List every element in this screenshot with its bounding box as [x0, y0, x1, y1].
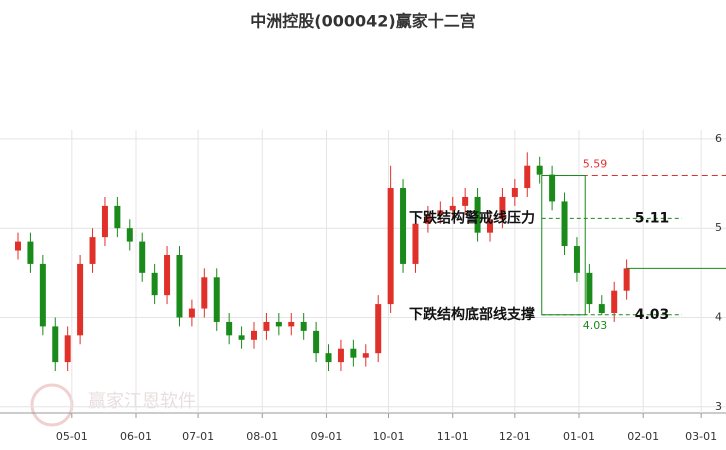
watermark-logo [30, 383, 74, 427]
candle-body [89, 237, 96, 264]
candle-body [164, 254, 171, 296]
candle-body [561, 201, 568, 247]
candle-body [499, 196, 506, 220]
level-text: 下跌结构警戒线压力 [409, 209, 535, 226]
candle-body [251, 330, 257, 340]
level-value: 5.11 [635, 210, 670, 226]
x-tick-label: 05-01 [56, 430, 88, 443]
candle-body [139, 241, 146, 273]
candle-body [350, 348, 357, 358]
candle-body [524, 165, 531, 189]
candle-body [375, 304, 382, 354]
candle-body [213, 277, 220, 322]
candle-body [337, 348, 344, 363]
candle-body [52, 326, 59, 363]
candle-body [437, 210, 444, 215]
box-low-label: 4.03 [583, 319, 608, 332]
candle-body [275, 321, 282, 327]
candle-body [611, 290, 618, 314]
candle-body [623, 268, 630, 291]
x-tick-label: 08-01 [246, 430, 278, 443]
x-tick-label: 06-01 [120, 430, 152, 443]
candle-body [536, 165, 543, 175]
candle-body [511, 188, 518, 197]
candle-body [474, 196, 481, 233]
y-tick-label: 4 [715, 310, 722, 323]
level-text: 下跌结构底部线支撑 [409, 306, 535, 323]
candle-body [201, 277, 208, 309]
candle-body [77, 263, 84, 336]
candle-body [15, 241, 21, 251]
candle-body [487, 219, 493, 233]
y-tick-label: 3 [715, 400, 722, 413]
level-value: 4.03 [635, 307, 670, 323]
candle-body [586, 272, 593, 305]
candle-body [64, 335, 71, 363]
candle-body [325, 353, 332, 363]
y-tick-label: 6 [715, 132, 722, 145]
candle-body [39, 263, 46, 327]
candle-body [362, 353, 369, 358]
candle-body [176, 254, 183, 318]
candle-body [114, 205, 121, 229]
candle-body [101, 205, 108, 238]
candle-body [313, 330, 320, 354]
candle-body [412, 223, 419, 264]
high-line-label: 5.59 [583, 158, 608, 171]
candle-body [27, 241, 34, 264]
x-tick-label: 01-01 [563, 430, 595, 443]
x-tick-label: 09-01 [310, 430, 342, 443]
candle-body [288, 321, 295, 327]
candle-body [424, 214, 431, 224]
candle-body [263, 321, 270, 331]
candle-body [126, 228, 133, 242]
x-tick-label: 10-01 [373, 430, 405, 443]
x-tick-label: 07-01 [182, 430, 214, 443]
y-tick-label: 5 [715, 221, 722, 234]
candle-body [400, 188, 407, 264]
candle-body [188, 308, 195, 318]
x-tick-label: 03-01 [685, 430, 717, 443]
candle-body [462, 196, 469, 206]
candle-body [151, 272, 158, 296]
candle-body [573, 246, 580, 273]
x-tick-label: 11-01 [437, 430, 469, 443]
candle-body [387, 188, 394, 305]
x-tick-label: 02-01 [627, 430, 659, 443]
candle-body [449, 205, 456, 211]
candle-body [226, 321, 233, 336]
candle-body [300, 321, 307, 331]
watermark: 赢家江恩软件 [88, 390, 196, 412]
candle-body [238, 335, 245, 340]
chart-title: 中洲控股(000042)赢家十二宫 [250, 12, 475, 31]
x-tick-label: 12-01 [499, 430, 531, 443]
candle-body [598, 304, 605, 314]
candle-body [549, 174, 556, 202]
